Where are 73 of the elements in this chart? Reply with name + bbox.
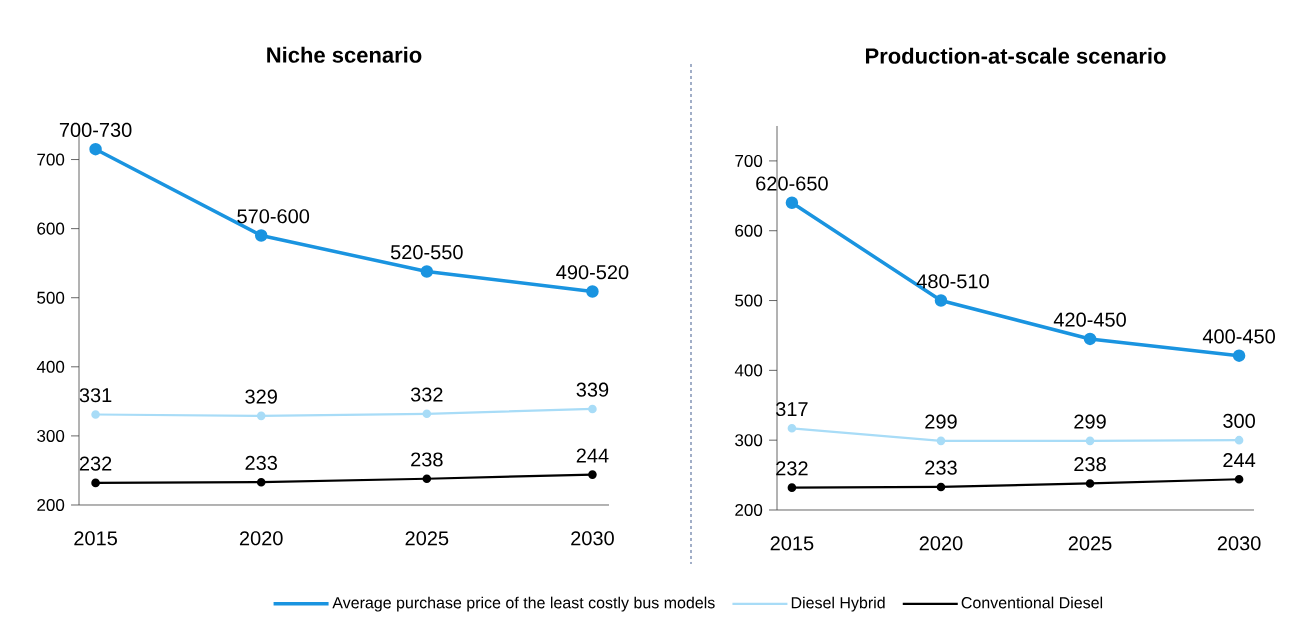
- y-tick-label: 400: [36, 360, 65, 373]
- point: [785, 196, 799, 210]
- data-label: 244: [1223, 453, 1256, 468]
- data-label: 238: [1074, 457, 1106, 472]
- point: [89, 142, 102, 156]
- x-tick-label: 2020: [919, 536, 963, 551]
- x-tick-label: 2030: [571, 531, 614, 546]
- point: [422, 409, 432, 419]
- data-label: 232: [79, 456, 112, 471]
- y-tick-label: 600: [37, 222, 65, 235]
- chart-title: Niche scenario: [267, 46, 422, 63]
- point: [1234, 435, 1244, 445]
- point: [936, 436, 946, 446]
- legend-label: Diesel Hybrid: [791, 596, 885, 612]
- data-label: 331: [79, 388, 112, 403]
- y-tick-label: 300: [735, 434, 763, 447]
- chart-title: Production-at-scale scenario: [865, 47, 1166, 64]
- data-label: 244: [576, 448, 609, 463]
- x-tick-label: 2020: [239, 531, 283, 546]
- point: [254, 229, 268, 242]
- point: [1232, 349, 1246, 362]
- point: [422, 474, 432, 484]
- point: [934, 294, 948, 307]
- point: [787, 424, 797, 433]
- x-tick-label: 2015: [770, 536, 814, 551]
- data-label: 317: [775, 401, 808, 417]
- y-tick-label: 700: [37, 153, 65, 166]
- data-label: 520-550: [390, 245, 463, 260]
- data-label: 339: [576, 382, 609, 397]
- point: [588, 404, 597, 414]
- data-label: 232: [776, 461, 808, 476]
- x-tick-label: 2030: [1217, 536, 1261, 551]
- point: [91, 478, 100, 488]
- point: [1234, 474, 1244, 484]
- data-label: 400-450: [1202, 329, 1275, 344]
- data-label: 700-730: [59, 122, 132, 137]
- y-tick-label: 200: [735, 503, 763, 517]
- x-tick-label: 2025: [405, 531, 449, 546]
- y-tick-label: 500: [37, 291, 65, 304]
- x-tick-label: 2015: [74, 531, 117, 546]
- data-label: 299: [925, 414, 957, 429]
- data-label: 233: [245, 455, 277, 470]
- point: [1083, 332, 1097, 346]
- y-tick-label: 700: [735, 154, 763, 167]
- point: [420, 265, 434, 278]
- data-label: 480-510: [916, 274, 989, 289]
- point: [91, 410, 100, 419]
- point: [1085, 436, 1095, 446]
- point: [256, 411, 266, 421]
- point: [588, 470, 597, 479]
- data-label: 620-650: [756, 176, 828, 191]
- data-label: 233: [925, 460, 957, 475]
- data-label: 300: [1223, 413, 1255, 428]
- data-label: 299: [1074, 414, 1106, 429]
- legend-label: Average purchase price of the least costly bus models: [332, 596, 715, 612]
- point: [586, 285, 599, 298]
- data-label: 490-520: [556, 265, 629, 280]
- x-tick-label: 2025: [1068, 536, 1112, 551]
- legend-label: Conventional Diesel: [961, 596, 1103, 609]
- y-tick-label: 600: [735, 224, 763, 237]
- data-label: 332: [410, 387, 443, 402]
- y-tick-label: 500: [735, 294, 763, 307]
- point: [256, 477, 266, 487]
- data-label: 570-600: [237, 209, 310, 224]
- y-tick-label: 200: [37, 498, 65, 512]
- y-tick-label: 300: [37, 429, 65, 442]
- data-label: 238: [411, 452, 443, 467]
- y-tick-label: 400: [734, 364, 763, 377]
- point: [936, 482, 946, 492]
- point: [787, 483, 797, 492]
- point: [1085, 479, 1095, 488]
- data-label: 420-450: [1053, 312, 1126, 327]
- data-label: 329: [245, 389, 277, 404]
